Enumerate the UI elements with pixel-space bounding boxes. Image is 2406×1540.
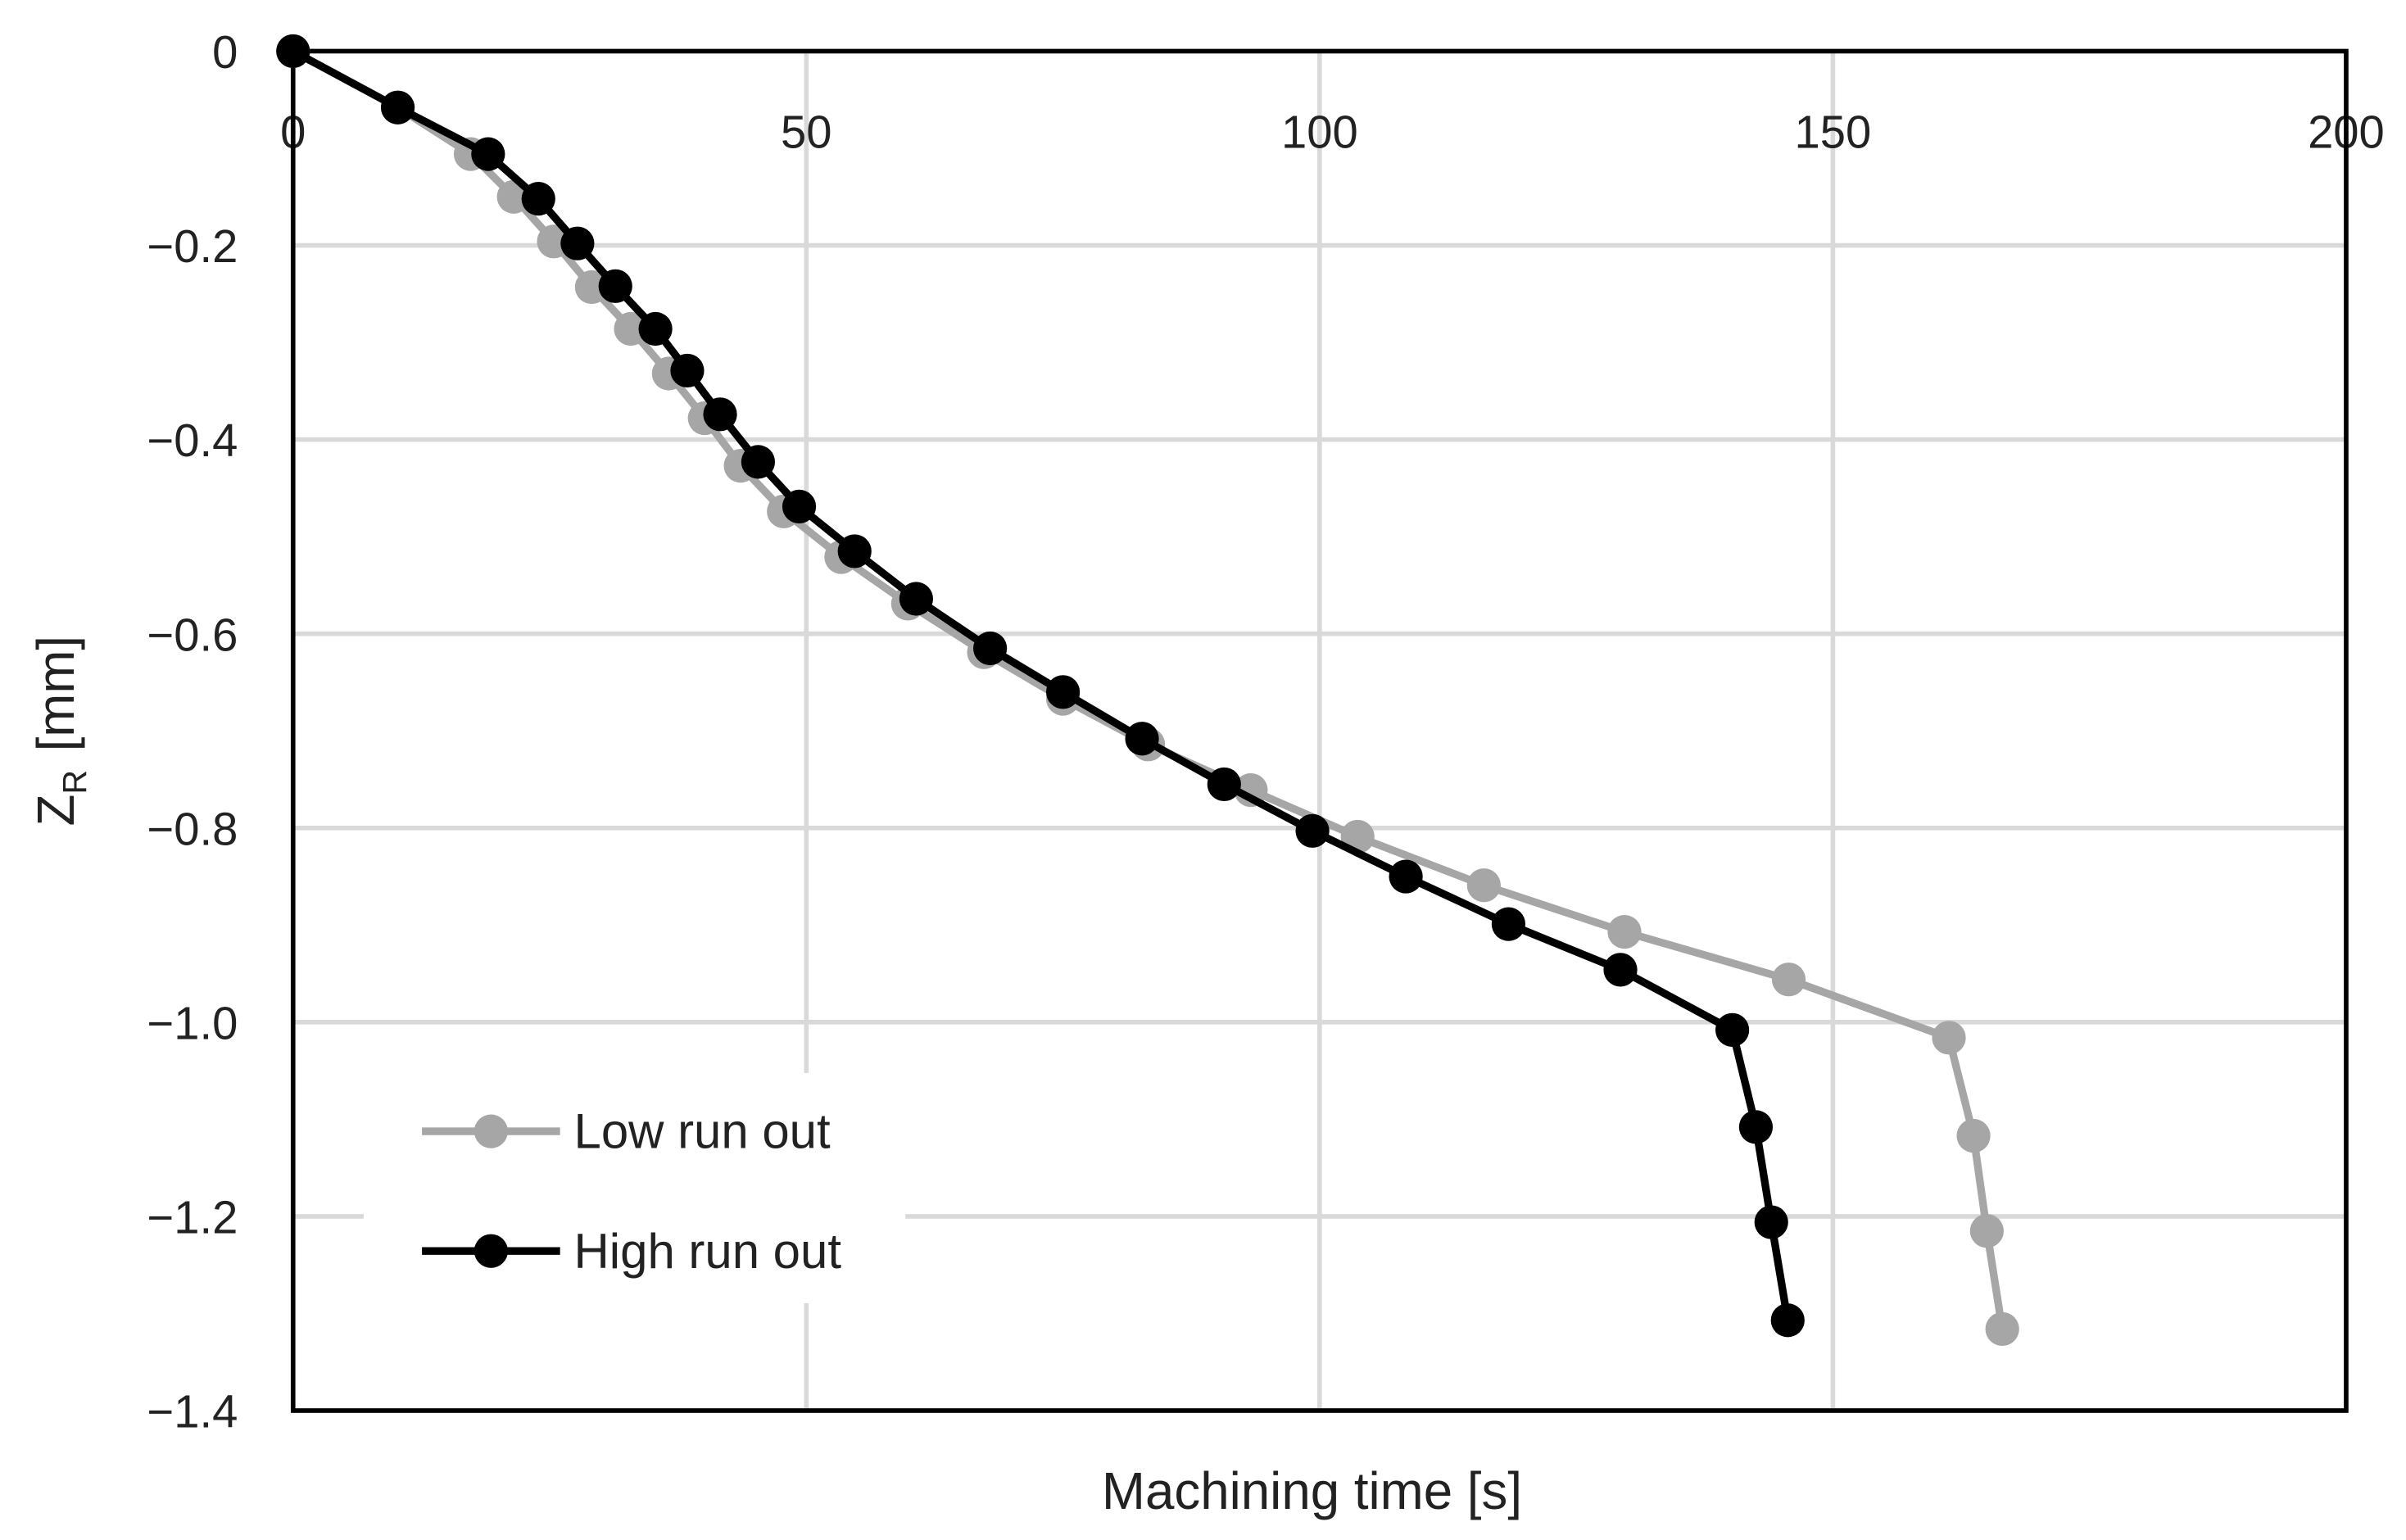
data-point [1771,962,1806,997]
y-tick-label: −0.8 [147,803,238,854]
data-point [1754,1205,1788,1239]
data-point [560,226,595,260]
legend-label: Low run out [574,1104,831,1159]
y-tick-label: −1.0 [147,997,238,1049]
y-tick-label: −0.2 [147,220,238,272]
plot-area [276,34,2019,1347]
data-point [1491,907,1526,941]
data-point [574,270,609,305]
data-point [380,90,415,125]
data-point [1715,1012,1750,1047]
data-point [1389,859,1423,894]
data-point [899,582,933,616]
data-point [1932,1021,1966,1055]
y-tick-label: −0.6 [147,609,238,660]
data-point [670,353,705,388]
data-point [1466,868,1501,903]
y-tick-label: −0.4 [147,414,238,466]
y-axis-label-unit: [mm] [27,636,85,751]
y-axis-label: ZR [mm] [27,636,93,827]
data-point [1295,813,1330,848]
data-point [614,311,648,346]
y-axis-label-main: Z [27,795,85,827]
data-point [1207,767,1241,802]
y-tick-label: −1.4 [147,1386,238,1438]
legend-marker [473,1114,508,1148]
data-point [521,182,555,216]
legend-label: High run out [574,1224,842,1279]
y-tick-label: 0 [212,26,238,78]
legend-marker [473,1234,508,1268]
data-point [1125,722,1159,756]
data-point [1770,1303,1805,1338]
data-point [598,269,632,303]
y-axis-label-sub: R [56,770,93,795]
data-point [782,489,817,524]
data-point [1985,1311,2019,1347]
data-point [1603,953,1638,987]
data-point [638,311,673,346]
data-point [1956,1118,1991,1153]
x-tick-label: 100 [1281,106,1358,157]
plot-frame [290,48,2349,1413]
axes: 0 50 100 150 2000−0.2−0.4−0.6−0.8−1.0−1.2−1.… [147,26,2384,1438]
legend: Low run out High run out [363,1072,906,1303]
data-point [1969,1214,2004,1248]
data-point [276,34,310,69]
legend-box [363,1072,906,1303]
data-point [837,534,872,568]
data-point [973,631,1008,666]
x-tick-label: 150 [1795,106,1872,157]
x-tick-label: 50 [781,106,832,157]
data-point [741,445,776,479]
data-point [1738,1110,1774,1144]
data-point [1607,915,1642,949]
x-axis-label: Machining time [s] [1102,1462,1522,1520]
y-tick-label: −1.2 [147,1192,238,1243]
data-point [1045,675,1081,709]
data-point [703,397,737,432]
data-point [471,137,505,171]
